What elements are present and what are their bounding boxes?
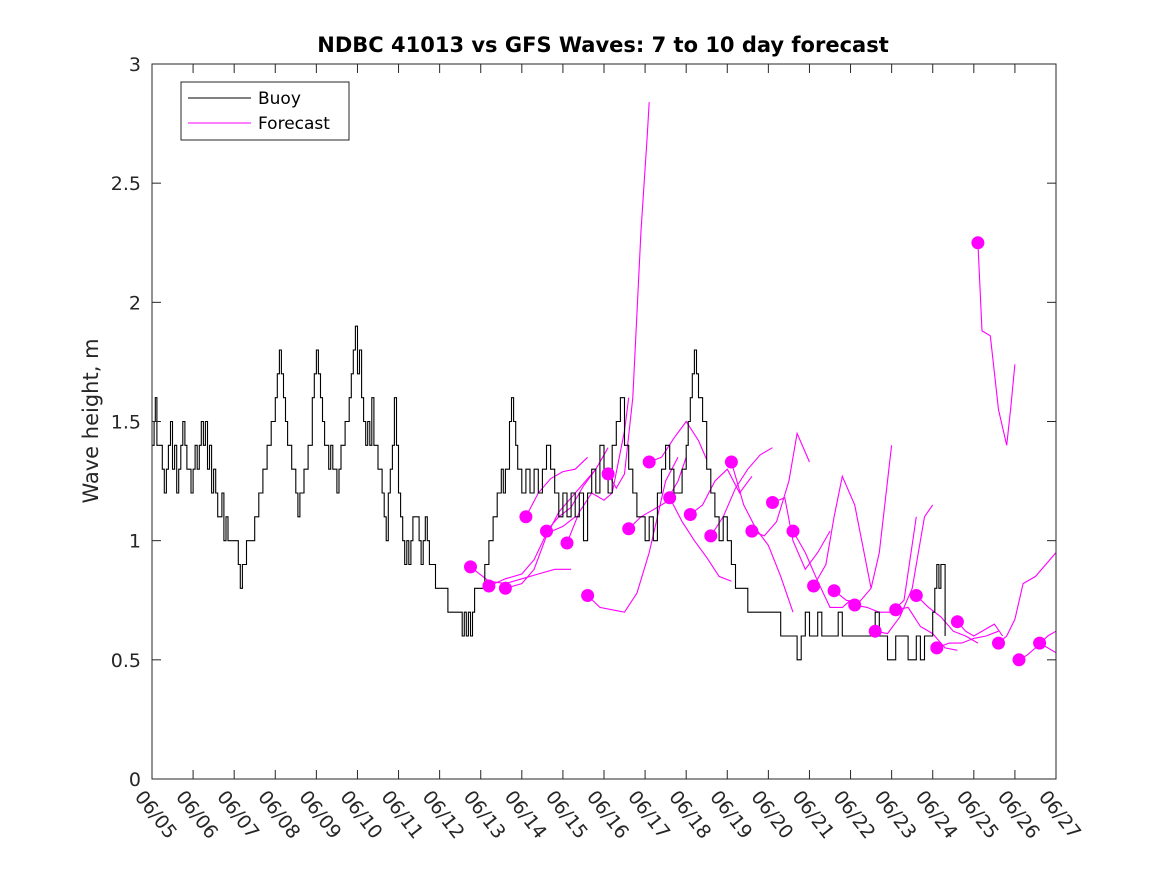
x-tick-label: 06/21 bbox=[788, 787, 839, 844]
y-tick-label: 0.5 bbox=[111, 650, 141, 672]
forecast-line bbox=[854, 516, 917, 613]
x-tick-label: 06/24 bbox=[911, 787, 962, 844]
x-tick-label: 06/05 bbox=[130, 787, 181, 844]
forecast-line bbox=[977, 242, 1016, 446]
x-tick-label: 06/08 bbox=[253, 787, 304, 844]
forecast-line bbox=[649, 420, 708, 463]
y-tick-label: 0 bbox=[129, 769, 141, 791]
x-tick-label: 06/26 bbox=[993, 787, 1044, 844]
legend-forecast-label: Forecast bbox=[258, 114, 330, 134]
forecast-line bbox=[689, 468, 753, 515]
forecast-line bbox=[772, 497, 831, 571]
x-tick-label: 06/13 bbox=[459, 787, 510, 844]
forecast-line bbox=[915, 595, 979, 644]
x-tick-label: 06/12 bbox=[418, 787, 469, 844]
x-tick-label: 06/19 bbox=[705, 787, 756, 844]
forecast-marker bbox=[622, 522, 636, 536]
forecast-marker bbox=[683, 508, 697, 521]
y-tick-label: 2 bbox=[129, 292, 141, 314]
y-axis-ticks: 0 0.5 1 1.5 2 2.5 3 bbox=[111, 54, 1056, 791]
forecast-line bbox=[895, 606, 958, 651]
x-tick-label: 06/14 bbox=[500, 787, 551, 844]
legend-box bbox=[180, 81, 350, 141]
forecast-marker bbox=[971, 236, 985, 250]
x-tick-label: 06/07 bbox=[212, 787, 263, 844]
forecast-marker bbox=[663, 491, 677, 505]
y-tick-label: 1 bbox=[129, 531, 141, 553]
forecast-line bbox=[730, 461, 794, 613]
y-tick-label: 1.5 bbox=[111, 412, 141, 434]
forecast-marker bbox=[992, 636, 1005, 650]
forecast-marker bbox=[909, 589, 923, 602]
forecast-line bbox=[998, 552, 1057, 644]
forecast-series bbox=[470, 102, 1057, 661]
forecast-line bbox=[875, 504, 934, 635]
forecast-marker bbox=[464, 560, 477, 574]
chart-title: NDBC 41013 vs GFS Waves: 7 to 10 day for… bbox=[317, 33, 888, 57]
forecast-line bbox=[587, 457, 679, 613]
forecast-marker bbox=[848, 598, 862, 612]
forecast-line bbox=[607, 102, 650, 490]
x-tick-label: 06/27 bbox=[1034, 787, 1085, 844]
forecast-line bbox=[669, 497, 732, 582]
buoy-line bbox=[152, 325, 946, 661]
x-tick-label: 06/22 bbox=[829, 787, 880, 844]
forecast-line bbox=[546, 447, 609, 532]
forecast-marker bbox=[560, 536, 574, 550]
forecast-marker bbox=[807, 579, 821, 593]
forecast-marker bbox=[540, 524, 553, 538]
forecast-marker bbox=[868, 624, 882, 638]
x-tick-label: 06/16 bbox=[582, 787, 633, 844]
forecast-line bbox=[628, 457, 687, 530]
forecast-marker bbox=[827, 584, 841, 598]
y-tick-label: 2.5 bbox=[111, 173, 141, 195]
forecast-marker bbox=[950, 615, 964, 629]
forecast-line bbox=[488, 516, 576, 587]
legend: Buoy Forecast bbox=[180, 81, 350, 141]
legend-buoy-label: Buoy bbox=[258, 89, 301, 109]
forecast-marker bbox=[642, 455, 656, 469]
x-tick-label: 06/18 bbox=[664, 787, 715, 844]
x-tick-label: 06/17 bbox=[623, 787, 674, 844]
forecast-marker bbox=[724, 455, 738, 469]
forecast-marker bbox=[745, 524, 759, 538]
forecast-line bbox=[936, 630, 999, 649]
x-tick-label: 06/11 bbox=[377, 787, 428, 844]
x-tick-label: 06/15 bbox=[541, 787, 592, 844]
forecast-marker bbox=[498, 581, 512, 595]
forecast-marker bbox=[766, 496, 779, 509]
x-tick-label: 06/06 bbox=[171, 787, 222, 844]
forecast-marker bbox=[786, 524, 800, 538]
forecast-marker bbox=[1012, 653, 1026, 667]
forecast-marker bbox=[889, 603, 903, 617]
x-tick-label: 06/25 bbox=[952, 787, 1003, 844]
plot-area bbox=[152, 64, 1056, 779]
forecast-marker bbox=[581, 589, 595, 602]
forecast-line bbox=[525, 456, 588, 518]
forecast-line bbox=[833, 445, 893, 604]
forecast-marker bbox=[519, 510, 533, 524]
forecast-line bbox=[751, 431, 811, 537]
forecast-marker bbox=[1033, 636, 1047, 650]
forecast-marker bbox=[482, 579, 496, 593]
forecast-marker bbox=[704, 529, 718, 543]
forecast-line bbox=[813, 474, 872, 589]
y-axis-label: Wave height, m bbox=[79, 338, 103, 503]
forecast-line bbox=[710, 447, 773, 537]
forecast-line bbox=[792, 530, 851, 608]
forecast-line bbox=[956, 621, 1004, 637]
buoy-series bbox=[152, 325, 946, 661]
x-tick-label: 06/09 bbox=[294, 787, 345, 844]
x-tick-label: 06/23 bbox=[870, 787, 921, 844]
forecast-marker bbox=[601, 467, 615, 481]
x-tick-label: 06/10 bbox=[336, 787, 387, 844]
x-tick-label: 06/20 bbox=[746, 787, 797, 844]
forecast-markers bbox=[464, 236, 1047, 667]
forecast-marker bbox=[930, 641, 944, 655]
y-tick-label: 3 bbox=[129, 54, 141, 76]
